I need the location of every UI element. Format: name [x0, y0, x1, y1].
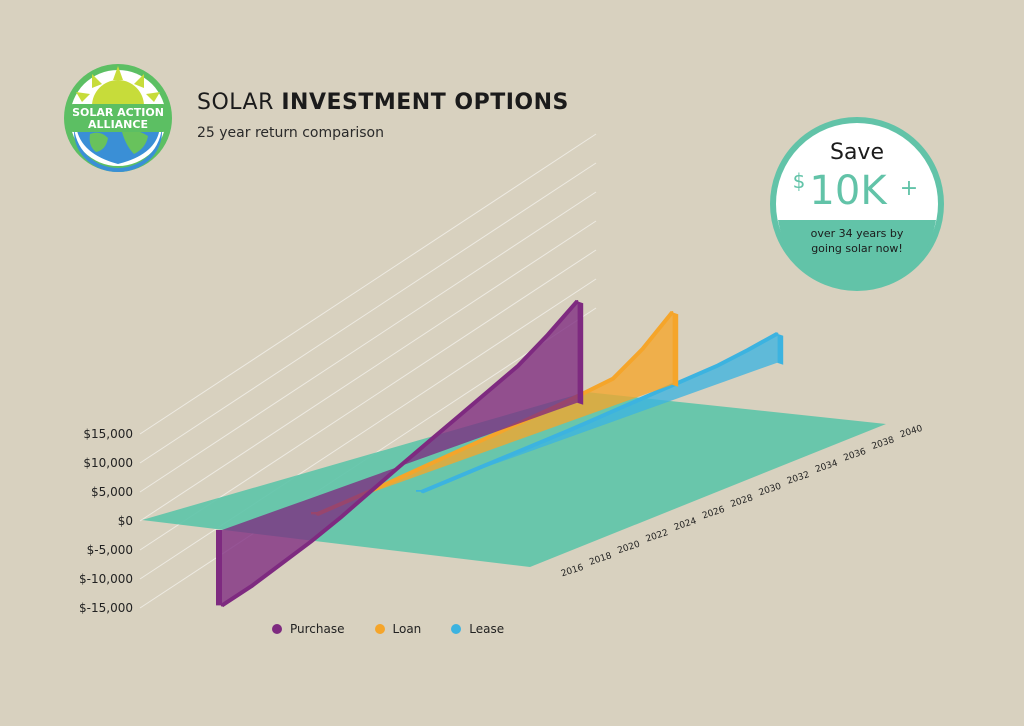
data-point-purchase — [220, 604, 224, 607]
gridline — [139, 220, 597, 522]
y-tick-label: $-10,000 — [79, 572, 133, 586]
data-point-lease — [716, 364, 720, 367]
logo-text-line2: ALLIANCE — [88, 118, 148, 131]
savings-badge: Save $ 10K + over 34 years by going sola… — [770, 117, 944, 291]
series-start-cap — [416, 490, 422, 492]
legend-label: Loan — [392, 622, 422, 636]
data-point-purchase — [309, 540, 312, 543]
y-tick-label: $-15,000 — [79, 601, 133, 615]
x-tick-label: 2038 — [871, 435, 896, 452]
data-point-purchase — [250, 584, 253, 588]
series-start-cap — [216, 530, 222, 606]
data-point-lease — [746, 348, 749, 352]
x-tick-label: 2016 — [560, 563, 585, 580]
data-point-purchase — [339, 516, 342, 519]
series-end-cap — [577, 301, 584, 405]
x-tick-label: 2028 — [729, 493, 754, 510]
x-tick-label: 2026 — [701, 505, 726, 522]
gridline — [139, 133, 597, 435]
data-point-lease — [509, 453, 512, 456]
x-tick-label: 2022 — [645, 528, 670, 545]
data-point-lease — [480, 465, 483, 469]
badge-line2: going solar now! — [811, 242, 903, 255]
data-point-purchase — [368, 490, 372, 494]
y-tick-label: $10,000 — [83, 456, 133, 470]
legend-swatch — [451, 624, 462, 634]
gridline — [139, 162, 597, 464]
data-point-loan — [611, 377, 615, 380]
gridline — [139, 278, 597, 580]
solar-action-alliance-logo: SOLAR ACTION ALLIANCE — [64, 64, 172, 172]
globe-icon — [74, 124, 162, 172]
x-tick-label: 2040 — [899, 424, 924, 441]
badge-currency: $ — [793, 169, 806, 193]
x-tick-label: 2036 — [842, 447, 867, 464]
data-point-purchase — [428, 440, 431, 443]
legend-label: Lease — [469, 622, 505, 636]
title-bold: INVESTMENT OPTIONS — [281, 90, 569, 115]
legend-item-loan: Loan — [374, 622, 422, 636]
data-point-lease — [420, 490, 424, 493]
x-tick-label: 2034 — [814, 458, 839, 475]
data-point-lease — [450, 478, 453, 481]
chart-legend: Purchase Loan Lease — [272, 622, 504, 636]
x-tick-label: 2020 — [616, 540, 641, 557]
badge-plus: + — [900, 176, 918, 201]
series-area-purchase — [222, 301, 578, 606]
series-end-cap — [672, 312, 679, 387]
x-tick-label: 2024 — [673, 516, 698, 533]
badge-line1: over 34 years by — [811, 227, 904, 240]
data-point-loan — [641, 347, 644, 351]
gridline — [139, 191, 597, 493]
title-light: SOLAR — [197, 90, 282, 115]
y-tick-label: $5,000 — [91, 485, 133, 499]
data-point-purchase — [576, 300, 579, 303]
data-point-loan — [671, 311, 674, 314]
legend-item-purchase: Purchase — [272, 622, 345, 636]
data-point-loan — [463, 446, 467, 450]
data-point-loan — [434, 460, 437, 463]
data-point-loan — [404, 473, 407, 477]
data-point-lease — [628, 402, 631, 406]
legend-label: Purchase — [290, 622, 345, 636]
page-subtitle: 25 year return comparison — [197, 125, 384, 141]
data-point-purchase — [280, 562, 283, 566]
data-point-purchase — [487, 389, 490, 393]
data-point-lease — [687, 377, 690, 380]
badge-save-text: Save — [830, 140, 884, 165]
x-tick-label: 2018 — [588, 551, 613, 568]
data-point-loan — [493, 433, 496, 436]
x-tick-label: 2030 — [758, 482, 783, 499]
y-tick-label: $-5,000 — [87, 543, 133, 557]
data-point-lease — [539, 441, 542, 444]
data-point-lease — [657, 390, 660, 393]
legend-item-lease: Lease — [451, 622, 504, 636]
data-point-lease — [568, 428, 572, 432]
badge-amount: 10K — [809, 168, 888, 214]
logo-text-line1: SOLAR ACTION — [72, 106, 164, 119]
legend-swatch — [272, 624, 282, 634]
data-point-lease — [598, 415, 601, 419]
data-point-purchase — [516, 364, 520, 368]
series-end-cap — [777, 333, 784, 365]
y-tick-label: $0 — [118, 514, 133, 528]
data-point-purchase — [457, 414, 460, 418]
data-point-lease — [776, 332, 779, 335]
y-tick-label: $15,000 — [83, 427, 133, 441]
legend-swatch — [374, 624, 385, 634]
data-point-purchase — [546, 333, 549, 337]
x-tick-label: 2032 — [786, 470, 811, 487]
data-point-purchase — [398, 465, 401, 468]
page-title: SOLAR INVESTMENT OPTIONS — [197, 90, 569, 115]
